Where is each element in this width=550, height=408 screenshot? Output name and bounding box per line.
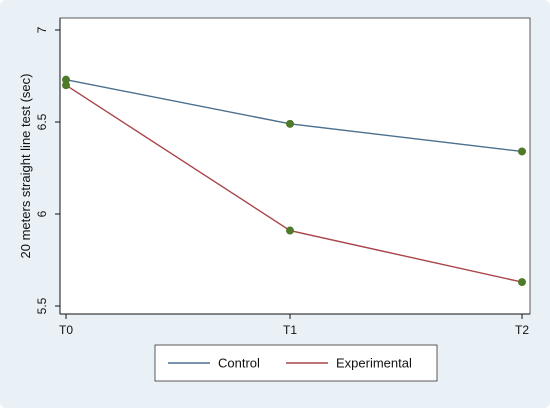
legend-label-experimental: Experimental <box>336 356 412 371</box>
legend: Control Experimental <box>154 344 438 382</box>
y-tick-label: 6 <box>35 210 49 217</box>
y-tick-label: 6.5 <box>35 113 49 130</box>
series-points <box>62 75 526 287</box>
x-tick-label: T1 <box>283 323 297 337</box>
data-point-experimental-t2 <box>518 278 526 287</box>
data-point-control-t2 <box>518 147 526 156</box>
x-axis-ticks: T0 T1 T2 <box>59 314 529 337</box>
y-axis-ticks: 5.5 6 6.5 7 <box>35 26 60 314</box>
data-point-control-t1 <box>286 119 294 128</box>
x-tick-label: T0 <box>59 323 73 337</box>
data-point-experimental-t1 <box>286 226 294 235</box>
y-tick-label: 7 <box>35 26 49 33</box>
y-tick-label: 5.5 <box>35 297 49 314</box>
plot-area <box>59 17 531 315</box>
y-axis-title: 20 meters straight line test (sec) <box>18 74 33 259</box>
data-point-control-t0 <box>62 75 70 84</box>
x-tick-label: T2 <box>515 323 529 337</box>
legend-label-control: Control <box>218 356 260 371</box>
data-point-experimental-t0 <box>62 81 70 90</box>
